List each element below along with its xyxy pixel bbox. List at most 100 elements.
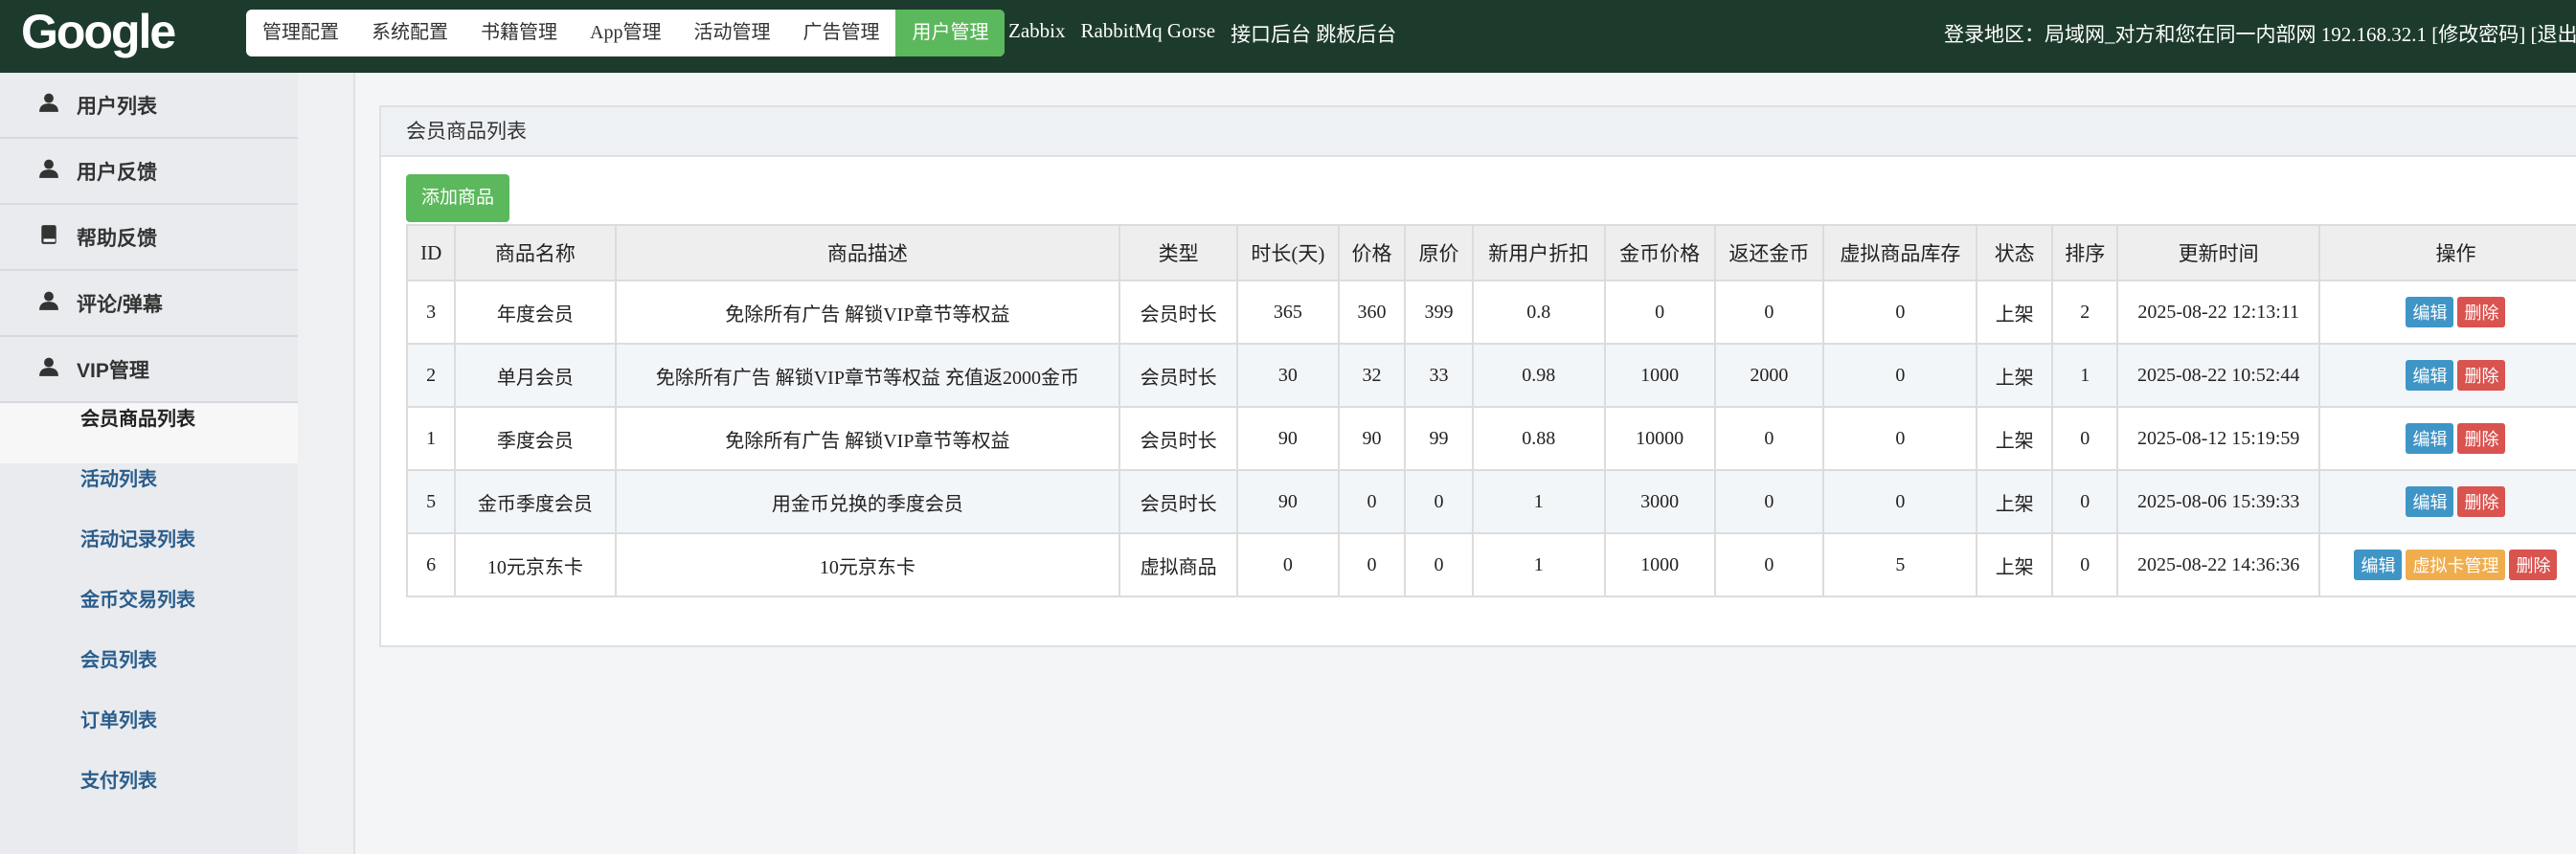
action-button[interactable]: 编辑 <box>2354 550 2403 580</box>
action-button[interactable]: 编辑 <box>2406 360 2454 391</box>
table-cell: 2025-08-22 10:52:44 <box>2116 343 2320 408</box>
table-cell: 90 <box>1236 469 1340 534</box>
nav-item[interactable]: 管理配置 <box>262 22 339 43</box>
table-cell: 5 <box>1822 532 1978 597</box>
table-cell: 0.8 <box>1471 280 1606 345</box>
table-cell: 0 <box>1822 280 1978 345</box>
table-cell: 0.88 <box>1471 406 1606 471</box>
add-button[interactable]: 添加商品 <box>406 174 509 222</box>
table-cell: 32 <box>1337 343 1407 408</box>
table-header: 更新时间 <box>2116 224 2320 281</box>
actions-cell: 编辑 删除 <box>2317 406 2576 471</box>
table-cell: 10元京东卡 <box>454 532 617 597</box>
table-cell: 6 <box>405 532 457 597</box>
nav-item[interactable]: 系统配置 <box>372 22 448 43</box>
table-cell: 90 <box>1337 406 1407 471</box>
table-cell: 0 <box>1822 343 1978 408</box>
action-button[interactable]: 编辑 <box>2406 486 2454 517</box>
sidebar-sub-item[interactable]: 订单列表 <box>80 710 157 731</box>
table-cell: 0 <box>1713 532 1825 597</box>
table-cell: 0 <box>1822 406 1978 471</box>
nav-item[interactable]: App管理 <box>590 22 662 43</box>
icon <box>38 290 59 317</box>
login-info: 登录地区：局域网_对方和您在同一内部网 192.168.32.1 [修改密码] … <box>1944 23 2576 46</box>
table-cell: 年度会员 <box>454 280 617 345</box>
sidebar-item[interactable]: VIP管理 <box>0 337 298 403</box>
actions-cell: 编辑 删除 <box>2317 280 2576 345</box>
action-button[interactable]: 删除 <box>2457 360 2506 391</box>
table: ID 商品名称 商品描述 类型 时长(天) 价格 原价 新用户折扣 金币价格 返还金币 虚拟商品库存… <box>405 224 2576 597</box>
sidebar-item[interactable]: 用户列表 <box>0 73 298 139</box>
links: Zabbix RabbitMq Gorse 接口后台 跳板后台 <box>1008 19 1396 48</box>
top-link[interactable]: RabbitMq Gorse <box>1080 19 1216 42</box>
table-cell: 90 <box>1236 406 1340 471</box>
sidebar-item[interactable]: 用户反馈 <box>0 139 298 205</box>
table-cell: 季度会员 <box>454 406 617 471</box>
sidebar-label: 用户反馈 <box>77 161 157 184</box>
table-cell: 365 <box>1236 280 1340 345</box>
table-cell: 上架 <box>1976 469 2053 534</box>
nav-item[interactable]: 用户管理 <box>895 10 1006 56</box>
table-cell: 0 <box>1713 406 1825 471</box>
table-header: 新用户折扣 <box>1471 224 1606 281</box>
sidebar-item[interactable]: 评论/弹幕 <box>0 271 298 337</box>
sidebar-sub-item[interactable]: 金币交易列表 <box>80 590 195 611</box>
table-cell: 会员时长 <box>1119 469 1239 534</box>
table-cell: 10元京东卡 <box>614 532 1121 597</box>
table-header: 返还金币 <box>1713 224 1825 281</box>
table-header: 时长(天) <box>1236 224 1340 281</box>
table-header: 金币价格 <box>1603 224 1716 281</box>
top-link[interactable]: 接口后台 跳板后台 <box>1231 23 1397 46</box>
table-cell: 0 <box>2050 406 2119 471</box>
table-cell: 免除所有广告 解锁VIP章节等权益 充值返2000金币 <box>614 343 1121 408</box>
top-link[interactable]: Zabbix <box>1008 19 1066 42</box>
table-cell: 上架 <box>1976 406 2053 471</box>
table-cell: 399 <box>1404 280 1474 345</box>
actions-cell: 编辑 虚拟卡管理 删除 <box>2317 532 2576 597</box>
sidebar-sub-item[interactable]: 会员列表 <box>80 650 157 671</box>
nav-item[interactable]: 活动管理 <box>693 22 771 43</box>
table-cell: 360 <box>1337 280 1407 345</box>
sidebar-item[interactable]: 帮助反馈 <box>0 205 298 271</box>
action-button[interactable]: 删除 <box>2509 550 2558 580</box>
table-cell: 30 <box>1236 343 1340 408</box>
table-header: 价格 <box>1337 224 1407 281</box>
action-button[interactable]: 编辑 <box>2406 297 2454 327</box>
sidebar-gap <box>298 73 355 854</box>
table-cell: 2025-08-12 15:19:59 <box>2116 406 2320 471</box>
table-cell: 上架 <box>1976 532 2053 597</box>
table-cell: 0 <box>1404 469 1474 534</box>
table-cell: 1 <box>1471 469 1606 534</box>
table-header: 商品描述 <box>614 224 1121 281</box>
table-cell: 上架 <box>1976 280 2053 345</box>
sidebar-sub-item[interactable]: 活动列表 <box>80 469 157 490</box>
sidebar-sub-item[interactable]: 活动记录列表 <box>80 529 195 551</box>
table-header: 状态 <box>1976 224 2053 281</box>
table-cell: 33 <box>1404 343 1474 408</box>
sidebar-sub-item[interactable]: 支付列表 <box>80 771 157 792</box>
sidebar-label: 帮助反馈 <box>77 227 157 250</box>
table-cell: 5 <box>405 469 457 534</box>
icon <box>38 356 59 383</box>
sidebar-sub-item[interactable]: 会员商品列表 <box>0 403 298 463</box>
action-button[interactable]: 虚拟卡管理 <box>2406 550 2506 580</box>
table-cell: 0 <box>1713 469 1825 534</box>
table-cell: 2 <box>2050 280 2119 345</box>
table-row: 3 年度会员 免除所有广告 解锁VIP章节等权益 会员时长 365 360 399 0.8 0 0… <box>405 280 2576 345</box>
table-cell: 3 <box>405 280 457 345</box>
action-button[interactable]: 删除 <box>2457 486 2506 517</box>
table-cell: 用金币兑换的季度会员 <box>614 469 1121 534</box>
sidebar: 用户列表用户反馈帮助反馈评论/弹幕 VIP管理 会员商品列表活动列表活动记录列表 金币… <box>0 73 298 854</box>
action-button[interactable]: 删除 <box>2457 297 2506 327</box>
table-cell: 虚拟商品 <box>1119 532 1239 597</box>
table-cell: 会员时长 <box>1119 280 1239 345</box>
table-cell: 0 <box>1822 469 1978 534</box>
table-cell: 单月会员 <box>454 343 617 408</box>
logo[interactable]: Google <box>21 5 176 58</box>
nav-item[interactable]: 广告管理 <box>802 22 880 43</box>
action-button[interactable]: 编辑 <box>2406 423 2454 454</box>
nav-item[interactable]: 书籍管理 <box>481 22 557 43</box>
table-cell: 0 <box>1236 532 1340 597</box>
action-button[interactable]: 删除 <box>2457 423 2506 454</box>
